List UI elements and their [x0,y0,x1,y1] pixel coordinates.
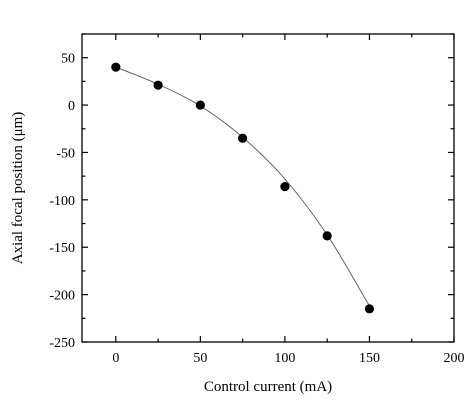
data-point [364,304,375,314]
y-tick-labels: 50 0 -50 -100 -150 -200 -250 [49,52,75,351]
y-tick-label: -150 [49,241,75,256]
y-tick-label: 50 [61,52,75,67]
fit-curve [115,66,370,307]
data-point [280,181,290,192]
x-tick-label: 50 [193,351,207,366]
x-tick-labels: 0 50 100 150 200 [112,351,464,366]
major-ticks [82,34,455,343]
data-point [238,133,248,143]
x-tick-label: 0 [112,351,119,366]
minor-ticks [82,33,454,342]
x-tick-label: 100 [274,351,295,366]
y-tick-label: -100 [49,194,75,209]
y-tick-label: -200 [49,289,75,304]
x-tick-label: 150 [359,351,380,366]
data-point [111,62,121,72]
data-point [195,100,205,110]
y-axis-title: Axial focal position (μm) [10,112,26,265]
data-markers [111,62,375,314]
plot-frame [81,33,455,343]
y-tick-label: 0 [68,99,75,114]
y-tick-label: -250 [49,336,75,351]
x-axis-title: Control current (mA) [204,379,332,395]
y-tick-label: -50 [56,146,75,161]
data-point [322,231,332,241]
x-tick-label: 200 [444,351,465,366]
data-point [153,80,163,90]
